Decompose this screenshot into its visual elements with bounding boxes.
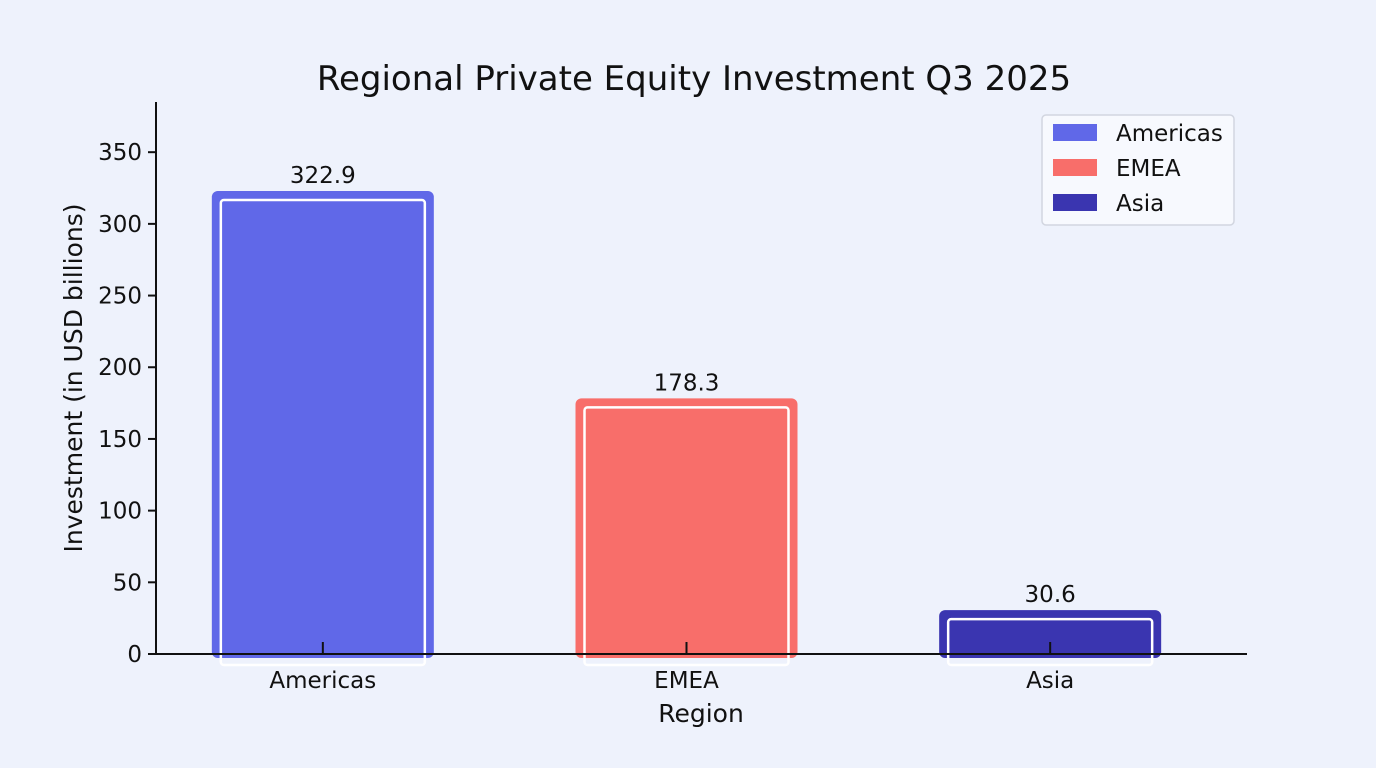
bar-emea (575, 398, 798, 667)
y-tick-label: 200 (98, 355, 142, 381)
bar-fill (939, 610, 1162, 658)
legend-label: Asia (1116, 191, 1164, 217)
legend: Americas EMEA Asia (1041, 114, 1235, 226)
legend-item-emea: EMEA (1053, 156, 1181, 182)
x-axis-title: Region (658, 699, 744, 728)
x-tick-label-emea: EMEA (654, 668, 719, 694)
legend-swatch (1053, 159, 1097, 176)
x-tick-label-asia: Asia (1026, 668, 1074, 694)
data-labels-group: 322.9 178.3 30.6 (290, 163, 1076, 608)
y-tick-label: 0 (127, 642, 142, 668)
x-tick-label-americas: Americas (269, 668, 376, 694)
bar-fill (211, 191, 434, 659)
bar-inner-outline (583, 406, 790, 667)
legend-label: Americas (1116, 121, 1223, 147)
bar-inner-outline (219, 198, 427, 667)
chart-title: Regional Private Equity Investment Q3 20… (317, 59, 1071, 99)
legend-swatch (1053, 124, 1097, 141)
legend-swatch (1053, 194, 1097, 211)
bar-fill (575, 398, 798, 658)
x-ticks-group: Americas EMEA Asia (269, 642, 1074, 694)
data-label-emea: 178.3 (654, 370, 720, 396)
bar-americas (211, 191, 434, 667)
bars-group (211, 191, 1162, 667)
legend-item-asia: Asia (1053, 191, 1164, 217)
y-tick-label: 150 (98, 427, 142, 453)
legend-label: EMEA (1116, 156, 1181, 182)
legend-items: Americas EMEA Asia (1053, 121, 1223, 217)
y-tick-label: 300 (98, 212, 142, 238)
data-label-americas: 322.9 (290, 163, 356, 189)
legend-item-americas: Americas (1053, 121, 1223, 147)
y-tick-label: 100 (98, 499, 142, 525)
bar-asia (939, 610, 1162, 667)
bar-inner-outline (946, 617, 1154, 667)
y-tick-label: 250 (98, 284, 142, 310)
y-axis-title: Investment (in USD billions) (59, 204, 88, 553)
data-label-asia: 30.6 (1025, 582, 1076, 608)
y-ticks-group: 0 50 100 150 200 250 300 350 (98, 140, 156, 668)
y-tick-label: 350 (98, 140, 142, 166)
y-tick-label: 50 (113, 570, 142, 596)
